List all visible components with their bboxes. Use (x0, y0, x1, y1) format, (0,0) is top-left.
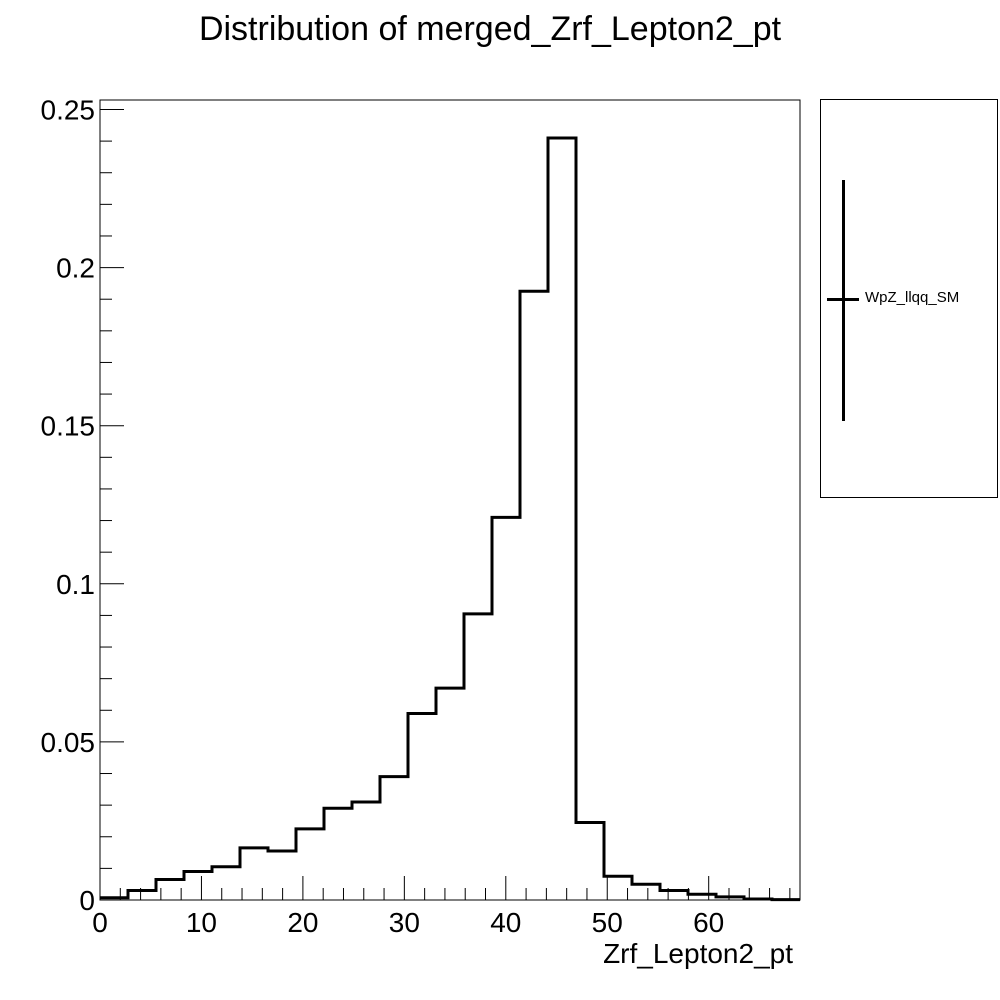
histogram-bin (436, 688, 464, 900)
histogram-bin (576, 823, 604, 900)
histogram-bin (268, 851, 296, 900)
x-tick-label: 20 (287, 907, 318, 938)
plot-frame (99, 99, 801, 901)
y-tick-label: 0.05 (41, 727, 96, 758)
legend: WpZ_llqq_SM (820, 99, 998, 498)
y-tick-label: 0.2 (56, 253, 95, 284)
legend-marker-line (827, 298, 859, 301)
y-tick-label: 0.15 (41, 411, 96, 442)
histogram-bin (240, 848, 268, 900)
x-tick-label: 30 (389, 907, 420, 938)
histogram-bin (296, 829, 324, 900)
histogram-bin (464, 614, 492, 900)
histogram-bin (324, 808, 352, 900)
histogram-bin (492, 517, 520, 900)
x-tick-label: 50 (592, 907, 623, 938)
x-axis-label: Zrf_Lepton2_pt (603, 938, 793, 969)
histogram-bin (632, 884, 660, 900)
x-tick-label: 40 (490, 907, 521, 938)
histogram-bin (408, 713, 436, 900)
y-tick-label: 0 (79, 885, 95, 916)
histogram-bin (184, 872, 212, 900)
histogram-bin (352, 802, 380, 900)
histogram-series-line (100, 136, 800, 902)
histogram-bin (548, 138, 576, 900)
x-tick-label: 0 (92, 907, 108, 938)
histogram-bin (520, 291, 548, 900)
histogram-bin (380, 777, 408, 900)
histogram-bin (212, 867, 240, 900)
y-tick-label: 0.1 (56, 569, 95, 600)
x-tick-label: 60 (693, 907, 724, 938)
axis-tick-labels: 0 10 20 30 40 50 60 0 0.05 0.1 0.15 0.2 0.25 (41, 94, 725, 938)
histogram-bin (604, 876, 632, 900)
x-tick-label: 10 (186, 907, 217, 938)
chart-title: Distribution of merged_Zrf_Lepton2_pt (198, 10, 782, 48)
legend-label: WpZ_llqq_SM (865, 289, 960, 306)
y-tick-label: 0.25 (41, 94, 96, 125)
histogram-bin (156, 879, 184, 900)
